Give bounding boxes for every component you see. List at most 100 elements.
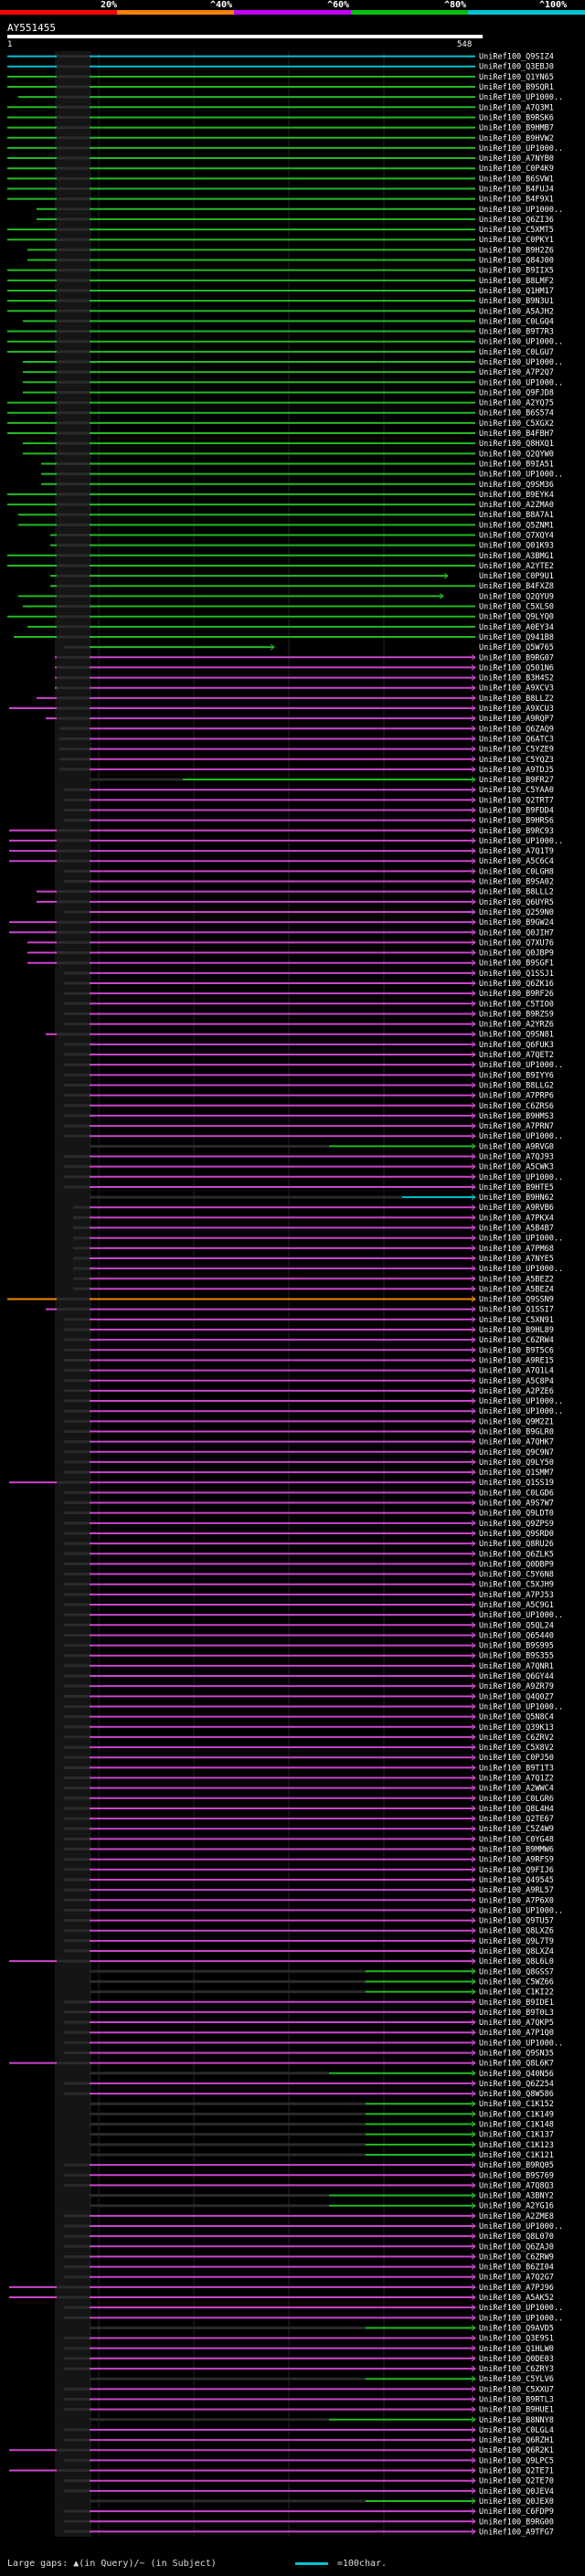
hit-row[interactable]: UniRef100_B6SVW1 (7, 175, 554, 184)
hit-row[interactable]: UniRef100_B9IA51 (41, 460, 554, 469)
hit-row[interactable]: UniRef100_C5YAA0 (64, 786, 554, 795)
hit-row[interactable]: UniRef100_Q4Q0Z7 (64, 1692, 554, 1701)
hit-row[interactable]: UniRef100_B9MMW6 (64, 1846, 554, 1855)
hit-label[interactable]: UniRef100_C0YG48 (479, 1835, 554, 1844)
hit-label[interactable]: UniRef100_B9HMB7 (479, 124, 554, 133)
hit-label[interactable]: UniRef100_A9XCV3 (479, 684, 554, 694)
hit-label[interactable]: UniRef100_UP1000.. (479, 1061, 563, 1070)
hit-label[interactable]: UniRef100_UP1000.. (479, 471, 563, 480)
hit-row[interactable]: UniRef100_A7P1Q0 (64, 2029, 554, 2038)
hit-label[interactable]: UniRef100_Q84J00 (479, 257, 554, 266)
hit-row[interactable]: UniRef100_A7QJ93 (64, 1153, 554, 1162)
hit-label[interactable]: UniRef100_A7QNR1 (479, 1662, 554, 1671)
hit-label[interactable]: UniRef100_A9TDJ5 (479, 766, 554, 775)
hit-row[interactable]: UniRef100_Q01K93 (50, 542, 554, 551)
hit-label[interactable]: UniRef100_A2PZE6 (479, 1387, 554, 1396)
hit-label[interactable]: UniRef100_C6FDP9 (479, 2507, 554, 2517)
hit-label[interactable]: UniRef100_C5XXU7 (479, 2385, 554, 2394)
hit-row[interactable]: UniRef100_B9HTE5 (64, 1183, 554, 1193)
hit-label[interactable]: UniRef100_Q2TE70 (479, 2477, 554, 2486)
hit-row[interactable]: UniRef100_UP1000.. (64, 1173, 563, 1182)
hit-label[interactable]: UniRef100_C1K152 (479, 2100, 554, 2109)
hit-label[interactable]: UniRef100_A2ZME8 (479, 2212, 554, 2221)
hit-row[interactable]: UniRef100_A9TFG7 (64, 2528, 554, 2537)
hit-row[interactable]: UniRef100_C1K137 (90, 2131, 554, 2140)
hit-row[interactable]: UniRef100_Q6R2K1 (9, 2446, 554, 2455)
hit-label[interactable]: UniRef100_Q3E9S1 (479, 2335, 554, 2344)
hit-row[interactable]: UniRef100_C0PKY1 (7, 236, 554, 245)
hit-row[interactable]: UniRef100_Q8GSS7 (90, 1967, 554, 1977)
hit-row[interactable]: UniRef100_B9S995 (64, 1642, 554, 1651)
hit-label[interactable]: UniRef100_B9RTL3 (479, 2396, 554, 2405)
hit-label[interactable]: UniRef100_Q1SSJ1 (479, 970, 554, 979)
hit-label[interactable]: UniRef100_Q0DBP9 (479, 1560, 554, 1569)
hit-label[interactable]: UniRef100_Q8HXQ1 (479, 440, 554, 449)
hit-label[interactable]: UniRef100_Q6UYR5 (479, 898, 554, 907)
hit-label[interactable]: UniRef100_B8LLZ2 (479, 694, 554, 704)
hit-row[interactable]: UniRef100_Q501N6 (55, 663, 554, 673)
hit-row[interactable]: UniRef100_A7QHK7 (64, 1438, 554, 1447)
hit-row[interactable]: UniRef100_Q8L070 (64, 2232, 554, 2242)
hit-row[interactable]: UniRef100_UP1000.. (64, 2304, 563, 2313)
hit-row[interactable]: UniRef100_UP1000.. (64, 2314, 563, 2323)
hit-label[interactable]: UniRef100_UP1000.. (479, 1611, 563, 1620)
hit-row[interactable]: UniRef100_A2YRZ6 (64, 1021, 554, 1030)
hit-row[interactable]: UniRef100_B9EYK4 (7, 491, 554, 500)
hit-row[interactable]: UniRef100_C6ZRW9 (64, 2253, 554, 2262)
hit-row[interactable]: UniRef100_C1K121 (90, 2151, 554, 2160)
hit-row[interactable]: UniRef100_Q2TE70 (64, 2477, 554, 2486)
hit-row[interactable]: UniRef100_B9GLR0 (64, 1427, 554, 1436)
hit-label[interactable]: UniRef100_B9RSK6 (479, 113, 554, 122)
hit-label[interactable]: UniRef100_C1K123 (479, 2141, 554, 2150)
hit-label[interactable]: UniRef100_C0LGQ4 (479, 317, 554, 326)
hit-row[interactable]: UniRef100_Q0JEV4 (64, 2487, 554, 2496)
hit-label[interactable]: UniRef100_B6ZI04 (479, 2263, 554, 2273)
hit-row[interactable]: UniRef100_UP1000.. (37, 206, 563, 215)
hit-label[interactable]: UniRef100_A7P6X0 (479, 1896, 554, 1905)
hit-row[interactable]: UniRef100_Q40N56 (90, 2070, 554, 2079)
hit-row[interactable]: UniRef100_Q259N0 (64, 908, 554, 917)
hit-row[interactable]: UniRef100_A7Q1T9 (9, 847, 554, 856)
hit-row[interactable]: UniRef100_UP1000.. (64, 1906, 563, 1915)
hit-label[interactable]: UniRef100_Q49545 (479, 1876, 554, 1885)
hit-label[interactable]: UniRef100_Q501N6 (479, 663, 554, 673)
hit-row[interactable]: UniRef100_B9T5C6 (64, 1346, 554, 1355)
hit-label[interactable]: UniRef100_Q0JEV4 (479, 2487, 554, 2496)
hit-label[interactable]: UniRef100_A9S7W7 (479, 1500, 554, 1509)
hit-label[interactable]: UniRef100_Q8LXZ4 (479, 1947, 554, 1956)
hit-row[interactable]: UniRef100_C0LGH8 (64, 867, 554, 876)
hit-label[interactable]: UniRef100_Q9LPC5 (479, 2456, 554, 2465)
hit-label[interactable]: UniRef100_Q1SS19 (479, 1479, 554, 1488)
hit-row[interactable]: UniRef100_A2PZE6 (64, 1387, 554, 1396)
hit-label[interactable]: UniRef100_B9SA02 (479, 878, 554, 887)
hit-label[interactable]: UniRef100_Q6ZAQ9 (479, 725, 554, 734)
hit-row[interactable]: UniRef100_C0LGU7 (7, 348, 554, 357)
hit-row[interactable]: UniRef100_Q49545 (64, 1876, 554, 1885)
hit-row[interactable]: UniRef100_Q6Z254 (64, 2080, 554, 2089)
hit-row[interactable]: UniRef100_A3BMG1 (7, 552, 554, 561)
hit-row[interactable]: UniRef100_C6ZRY3 (64, 2365, 554, 2374)
hit-label[interactable]: UniRef100_C5YLV6 (479, 2375, 554, 2384)
hit-label[interactable]: UniRef100_B9S769 (479, 2171, 554, 2180)
hit-label[interactable]: UniRef100_A5B4B7 (479, 1224, 554, 1234)
hit-row[interactable]: UniRef100_B9HMB7 (7, 124, 554, 133)
hit-label[interactable]: UniRef100_C6ZRV2 (479, 1733, 554, 1743)
hit-label[interactable]: UniRef100_A9RL57 (479, 1886, 554, 1895)
hit-row[interactable]: UniRef100_Q9SM36 (41, 481, 554, 490)
hit-label[interactable]: UniRef100_B9FDD4 (479, 806, 554, 815)
hit-label[interactable]: UniRef100_Q7XQY4 (479, 532, 554, 541)
hit-label[interactable]: UniRef100_B4F9X1 (479, 196, 554, 205)
hit-row[interactable]: UniRef100_Q7XQY4 (50, 532, 554, 541)
hit-row[interactable]: UniRef100_A7PJ96 (9, 2284, 554, 2293)
hit-row[interactable]: UniRef100_Q6ZI36 (37, 216, 554, 225)
hit-row[interactable]: UniRef100_B9IYY6 (64, 1071, 554, 1080)
hit-label[interactable]: UniRef100_Q6Z254 (479, 2080, 554, 2089)
hit-label[interactable]: UniRef100_C0PJ50 (479, 1754, 554, 1763)
hit-label[interactable]: UniRef100_C5Y6N8 (479, 1571, 554, 1580)
hit-label[interactable]: UniRef100_B8LMF2 (479, 277, 554, 286)
hit-row[interactable]: UniRef100_B9N3U1 (7, 297, 554, 306)
hit-row[interactable]: UniRef100_C0LGL4 (64, 2426, 554, 2435)
hit-label[interactable]: UniRef100_Q6FUK3 (479, 1041, 554, 1050)
hit-row[interactable]: UniRef100_Q2TRT7 (64, 796, 554, 805)
hit-row[interactable]: UniRef100_Q9L7T9 (64, 1937, 554, 1946)
